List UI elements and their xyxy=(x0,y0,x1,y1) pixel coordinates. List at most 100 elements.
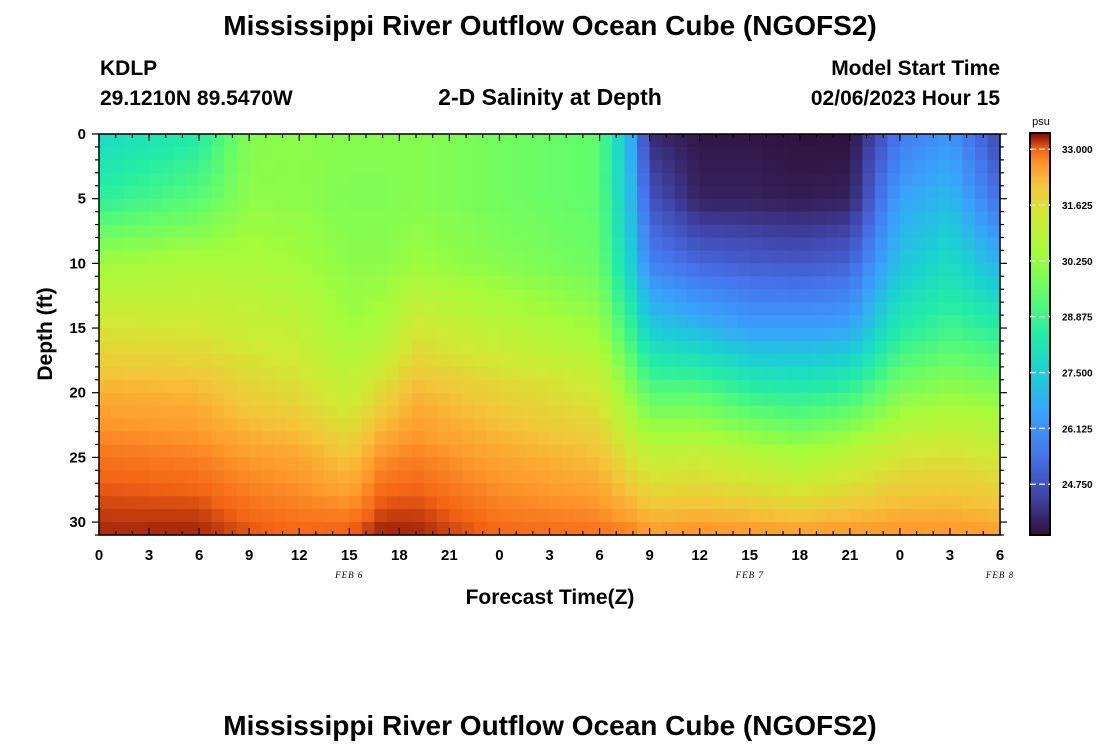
heatmap-cell xyxy=(111,522,125,536)
heatmap-cell xyxy=(461,418,476,433)
heatmap-cell xyxy=(399,366,413,381)
heatmap-cell xyxy=(399,172,413,187)
heatmap-cell xyxy=(599,211,613,226)
heatmap-cell xyxy=(837,340,851,355)
heatmap-cell xyxy=(762,146,776,161)
heatmap-cell xyxy=(737,509,751,523)
heatmap-cell xyxy=(612,211,626,226)
colorbar-tick-label: 26.125 xyxy=(1062,424,1093,435)
heatmap-cell xyxy=(562,522,576,536)
heatmap-cell xyxy=(274,302,288,316)
heatmap-cell xyxy=(574,483,588,497)
heatmap-cell xyxy=(349,237,363,252)
heatmap-cell xyxy=(549,146,563,161)
heatmap-cell xyxy=(974,340,989,355)
x-tick-label: 3 xyxy=(545,547,553,564)
heatmap-cell xyxy=(887,159,901,174)
heatmap-cell xyxy=(224,379,238,394)
heatmap-cell xyxy=(461,405,476,420)
heatmap-cell xyxy=(136,276,150,290)
heatmap-cell xyxy=(424,509,438,523)
heatmap-cell xyxy=(724,418,738,433)
heatmap-cell xyxy=(249,224,263,239)
heatmap-cell xyxy=(411,302,425,316)
heatmap-cell xyxy=(674,328,688,342)
heatmap-cell xyxy=(874,379,888,394)
heatmap-cell xyxy=(149,328,163,342)
heatmap-cell xyxy=(649,496,663,510)
heatmap-cell xyxy=(136,366,150,381)
heatmap-cell xyxy=(974,263,989,277)
heatmap-cell xyxy=(949,211,964,226)
heatmap-cell xyxy=(161,405,175,420)
heatmap-cell xyxy=(737,340,751,355)
heatmap-cell xyxy=(336,276,350,290)
heatmap-cell xyxy=(937,263,951,277)
heatmap-cell xyxy=(899,418,913,433)
heatmap-cell xyxy=(574,431,588,446)
heatmap-cell xyxy=(186,198,200,213)
heatmap-cell xyxy=(974,224,989,239)
heatmap-cell xyxy=(286,289,300,303)
heatmap-cell xyxy=(749,263,763,277)
heatmap-cell xyxy=(436,522,450,536)
heatmap-cell xyxy=(874,483,888,497)
heatmap-cell xyxy=(624,276,638,290)
heatmap-cell xyxy=(411,457,425,471)
heatmap-cell xyxy=(924,483,939,497)
heatmap-cell xyxy=(361,276,375,290)
heatmap-cell xyxy=(824,431,838,446)
heatmap-cell xyxy=(974,289,989,303)
heatmap-cell xyxy=(524,302,538,316)
heatmap-cell xyxy=(211,392,225,407)
heatmap-cell xyxy=(261,392,275,407)
heatmap-cell xyxy=(837,483,851,497)
heatmap-cell xyxy=(411,470,425,484)
heatmap-cell xyxy=(399,509,413,523)
heatmap-cell xyxy=(899,159,913,174)
heatmap-cell xyxy=(399,159,413,174)
heatmap-cell xyxy=(762,276,776,290)
heatmap-cell xyxy=(224,224,238,239)
heatmap-cell xyxy=(724,444,738,458)
heatmap-cell xyxy=(286,483,300,497)
heatmap-cell xyxy=(549,483,563,497)
heatmap-cell xyxy=(937,353,951,368)
heatmap-cell xyxy=(136,431,150,446)
heatmap-cell xyxy=(762,444,776,458)
heatmap-cell xyxy=(987,379,1001,394)
heatmap-cell xyxy=(649,134,663,148)
heatmap-cell xyxy=(637,405,651,420)
heatmap-cell xyxy=(111,340,125,355)
y-axis-label: Depth (ft) xyxy=(34,287,57,380)
heatmap-cell xyxy=(486,379,501,394)
heatmap-cell xyxy=(587,224,601,239)
heatmap-cell xyxy=(149,302,163,316)
heatmap-cell xyxy=(837,134,851,148)
heatmap-cell xyxy=(236,340,250,355)
heatmap-cell xyxy=(474,224,488,239)
colorbar-tick-label: 24.750 xyxy=(1062,480,1093,491)
heatmap-cell xyxy=(812,134,826,148)
heatmap-cell xyxy=(874,224,888,239)
heatmap-cell xyxy=(924,392,939,407)
heatmap-cell xyxy=(286,457,300,471)
x-tick-label: 9 xyxy=(245,547,253,564)
heatmap-cell xyxy=(687,159,701,174)
heatmap-cell xyxy=(299,470,313,484)
heatmap-cell xyxy=(136,263,150,277)
heatmap-cell xyxy=(386,353,400,368)
heatmap-cell xyxy=(787,224,801,239)
heatmap-cell xyxy=(774,250,788,264)
heatmap-cell xyxy=(261,509,275,523)
heatmap-cell xyxy=(562,172,576,187)
heatmap-cell xyxy=(574,522,588,536)
heatmap-cell xyxy=(399,134,413,148)
heatmap-cell xyxy=(924,172,939,187)
heatmap-cell xyxy=(499,405,513,420)
heatmap-cell xyxy=(274,146,288,161)
heatmap-cell xyxy=(436,418,450,433)
heatmap-cell xyxy=(499,328,513,342)
heatmap-cell xyxy=(599,315,613,329)
heatmap-cell xyxy=(249,146,263,161)
